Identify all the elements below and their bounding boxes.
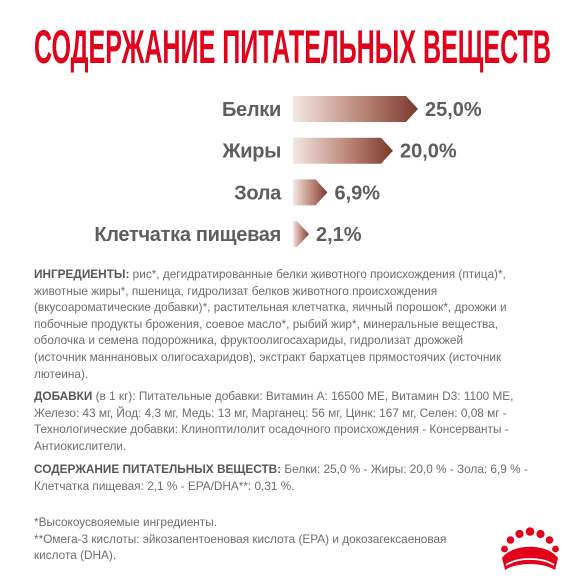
bar-category-label: Клетчатка пищевая: [94, 224, 281, 246]
nutrients-label: СОДЕРЖАНИЕ ПИТАТЕЛЬНЫХ ВЕЩЕСТВ:: [34, 462, 282, 476]
additives-section: ДОБАВКИ (в 1 кг): Питательные добавки: В…: [34, 388, 579, 454]
title-bar: СОДЕРЖАНИЕ ПИТАТЕЛЬНЫХ ВЕЩЕСТВ: [0, 23, 585, 77]
bar-category-label: Зола: [234, 182, 282, 204]
ingredients-section: ИНГРЕДИЕНТЫ: рис*, дегидратированные бел…: [34, 266, 579, 382]
bar-row: Жиры 20,0%: [222, 137, 457, 164]
nutrients-text: Белки: 25,0 % - Жиры: 20,0 % - Зола: 6,9…: [34, 462, 528, 493]
page-title: СОДЕРЖАНИЕ ПИТАТЕЛЬНЫХ ВЕЩЕСТВ: [34, 20, 551, 73]
bar: [293, 137, 393, 164]
bar: [293, 221, 309, 248]
bar-value-label: 6,9%: [335, 182, 381, 204]
bar-row: Белки 25,0%: [222, 96, 482, 122]
additives-qualifier: (в 1 кг):: [95, 389, 136, 403]
bar-category-label: Жиры: [222, 141, 281, 163]
bar: [293, 179, 328, 206]
royal-canin-crown-icon: [501, 527, 559, 570]
bar-value-label: 20,0%: [400, 141, 457, 163]
bar-row: Клетчатка пищевая 2,1%: [94, 221, 362, 248]
footnote-omega3: **Омега-3 кислоты: эйкозапентоеновая кис…: [34, 531, 447, 563]
bar-value-label: 25,0%: [425, 99, 482, 121]
bar-value-label: 2,1%: [316, 224, 362, 246]
nutrient-bar-chart: Белки 25,0% Жиры 20,0% Зола 6,9% Клетчатка пищ…: [94, 96, 482, 248]
bar-row: Зола 6,9%: [234, 179, 381, 206]
footnote-digestible: *Высокоусвояемые ингредиенты.: [34, 515, 217, 529]
ingredients-label: ИНГРЕДИЕНТЫ:: [34, 267, 130, 281]
bar-category-label: Белки: [222, 99, 281, 121]
footnotes-section: *Высокоусвояемые ингредиенты. **Омега-3 …: [34, 514, 494, 564]
ingredients-text: рис*, дегидратированные белки животного …: [34, 267, 507, 381]
nutrients-section: СОДЕРЖАНИЕ ПИТАТЕЛЬНЫХ ВЕЩЕСТВ: Белки: 2…: [34, 461, 579, 494]
bar-rows: Белки 25,0% Жиры 20,0% Зола 6,9% Клетчатка пищ…: [94, 96, 482, 248]
additives-label: ДОБАВКИ: [34, 389, 93, 403]
bar: [293, 96, 418, 122]
additives-text: Питательные добавки: Витамин А: 16500 МЕ…: [34, 389, 514, 453]
